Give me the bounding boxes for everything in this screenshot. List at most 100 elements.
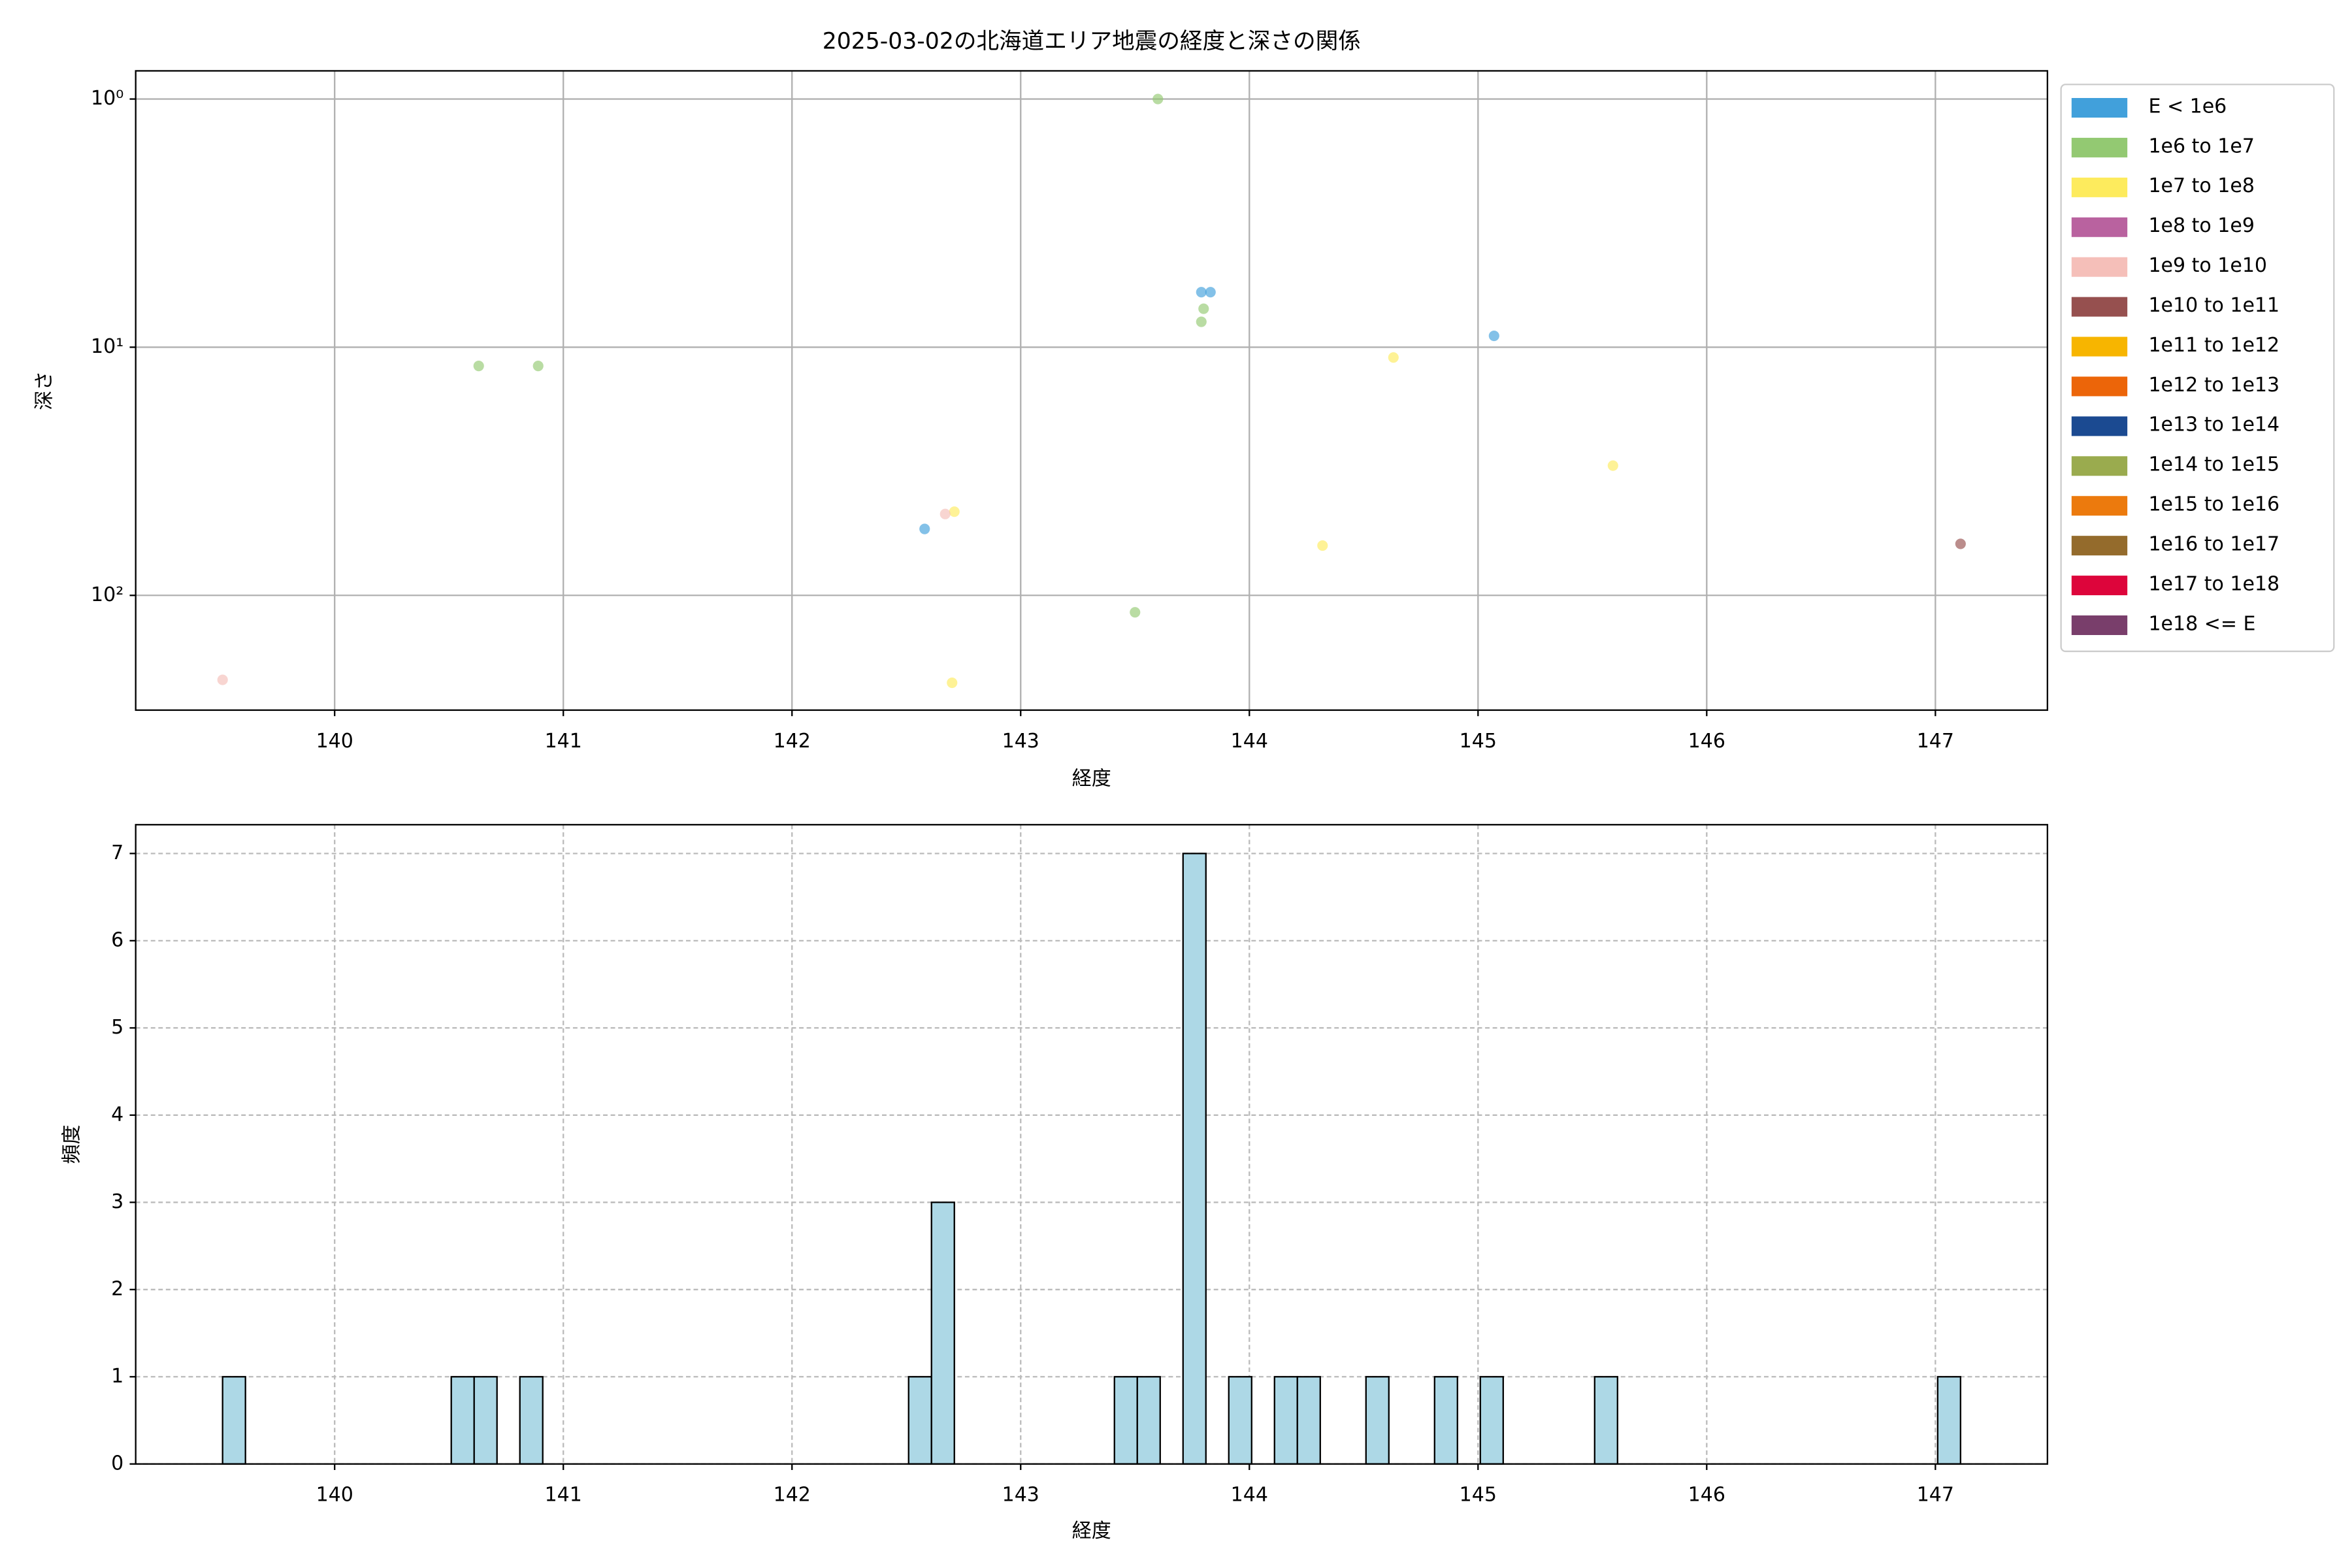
x-tick-label: 146 xyxy=(1688,1484,1725,1507)
x-tick-label: 140 xyxy=(316,1484,353,1507)
scatter-point xyxy=(1152,93,1164,105)
scatter-point xyxy=(1388,352,1399,363)
legend-swatch xyxy=(2071,376,2128,397)
legend-swatch xyxy=(2071,98,2128,118)
scatter-point xyxy=(1196,287,1207,298)
legend-label: 1e6 to 1e7 xyxy=(2148,135,2254,157)
x-tick-label: 144 xyxy=(1231,730,1268,753)
x-tick-label: 146 xyxy=(1688,730,1725,753)
histogram-bar xyxy=(1136,1376,1161,1465)
histogram-bar xyxy=(1296,1376,1321,1465)
scatter-point xyxy=(947,677,958,689)
scatter-point xyxy=(1130,607,1141,618)
histogram-bar xyxy=(1113,1376,1138,1465)
legend-swatch xyxy=(2071,576,2128,596)
legend-label: 1e13 to 1e14 xyxy=(2148,414,2279,436)
scatter-point xyxy=(1488,330,1499,342)
legend-label: E < 1e6 xyxy=(2148,95,2227,118)
y-axis-label: 深さ xyxy=(33,371,56,410)
x-tick-label: 147 xyxy=(1917,1484,1954,1507)
y-tick-label: 3 xyxy=(111,1190,123,1213)
legend-label: 1e9 to 1e10 xyxy=(2148,254,2267,277)
legend-label: 1e18 <= E xyxy=(2148,612,2255,635)
scatter-point xyxy=(1607,460,1618,471)
histogram-bar xyxy=(1433,1376,1458,1465)
axes-frame xyxy=(135,824,2048,1465)
x-axis-label: 経度 xyxy=(1072,768,1111,791)
y-tick-label: 5 xyxy=(111,1016,123,1039)
histogram-bar xyxy=(1936,1376,1961,1465)
legend-swatch xyxy=(2071,456,2128,476)
y-tick-label: 0 xyxy=(111,1452,123,1475)
histogram-bar xyxy=(473,1376,498,1465)
legend-label: 1e7 to 1e8 xyxy=(2148,174,2254,197)
histogram-bar xyxy=(1593,1376,1618,1465)
histogram-bar xyxy=(1365,1376,1390,1465)
x-tick-label: 143 xyxy=(1002,730,1039,753)
histogram-bar xyxy=(907,1376,932,1465)
legend-label: 1e14 to 1e15 xyxy=(2148,453,2279,476)
legend-swatch xyxy=(2071,336,2128,357)
scatter-point xyxy=(919,523,930,534)
legend-swatch xyxy=(2071,257,2128,277)
scatter-point xyxy=(1198,303,1209,314)
y-tick-label: 1 xyxy=(111,1365,123,1388)
x-tick-label: 143 xyxy=(1002,1484,1039,1507)
scatter-point xyxy=(473,361,484,372)
histogram-bar xyxy=(1479,1376,1504,1465)
histogram-bar xyxy=(450,1376,475,1465)
scatter-point xyxy=(939,508,951,519)
histogram-bar xyxy=(221,1376,246,1465)
y-tick-label: 10¹ xyxy=(91,335,123,358)
legend-label: 1e12 to 1e13 xyxy=(2148,374,2279,397)
x-tick-label: 147 xyxy=(1917,730,1954,753)
y-tick-label: 10² xyxy=(91,583,123,606)
y-axis-label: 頻度 xyxy=(60,1125,83,1164)
legend-box xyxy=(2060,84,2335,653)
y-tick-label: 10⁰ xyxy=(91,87,123,110)
y-tick-label: 7 xyxy=(111,841,123,864)
x-tick-label: 141 xyxy=(545,1484,582,1507)
x-tick-label: 145 xyxy=(1460,1484,1497,1507)
x-tick-label: 142 xyxy=(774,1484,811,1507)
legend-swatch xyxy=(2071,217,2128,237)
scatter-point xyxy=(949,506,960,517)
histogram-bar xyxy=(1273,1376,1298,1465)
scatter-point xyxy=(532,361,544,372)
histogram-bar xyxy=(519,1376,544,1465)
scatter-point xyxy=(1955,538,1966,549)
legend-label: 1e10 to 1e11 xyxy=(2148,294,2279,317)
histogram-bar xyxy=(1182,853,1207,1465)
axes-frame xyxy=(135,70,2048,711)
legend-swatch xyxy=(2071,416,2128,436)
y-tick-label: 2 xyxy=(111,1277,123,1300)
x-axis-label: 経度 xyxy=(1072,1520,1111,1543)
histogram-bar xyxy=(930,1201,955,1465)
legend-swatch xyxy=(2071,496,2128,516)
legend-label: 1e15 to 1e16 xyxy=(2148,493,2279,516)
chart-title: 2025-03-02の北海道エリア地震の経度と深さの関係 xyxy=(823,29,1361,55)
x-tick-label: 142 xyxy=(774,730,811,753)
legend-label: 1e11 to 1e12 xyxy=(2148,334,2279,357)
scatter-point xyxy=(1317,540,1328,551)
legend-label: 1e8 to 1e9 xyxy=(2148,214,2254,237)
legend-swatch xyxy=(2071,297,2128,317)
scatter-point xyxy=(217,674,228,685)
scatter-point xyxy=(1205,287,1216,298)
x-tick-label: 141 xyxy=(545,730,582,753)
x-tick-label: 144 xyxy=(1231,1484,1268,1507)
y-tick-label: 4 xyxy=(111,1103,123,1126)
legend-label: 1e16 to 1e17 xyxy=(2148,533,2279,556)
x-tick-label: 140 xyxy=(316,730,353,753)
legend-label: 1e17 to 1e18 xyxy=(2148,572,2279,595)
legend-swatch xyxy=(2071,137,2128,157)
y-tick-label: 6 xyxy=(111,928,123,951)
legend-swatch xyxy=(2071,615,2128,635)
legend-swatch xyxy=(2071,536,2128,556)
legend-swatch xyxy=(2071,177,2128,197)
x-tick-label: 145 xyxy=(1460,730,1497,753)
scatter-point xyxy=(1196,316,1207,327)
histogram-bar xyxy=(1228,1376,1252,1465)
